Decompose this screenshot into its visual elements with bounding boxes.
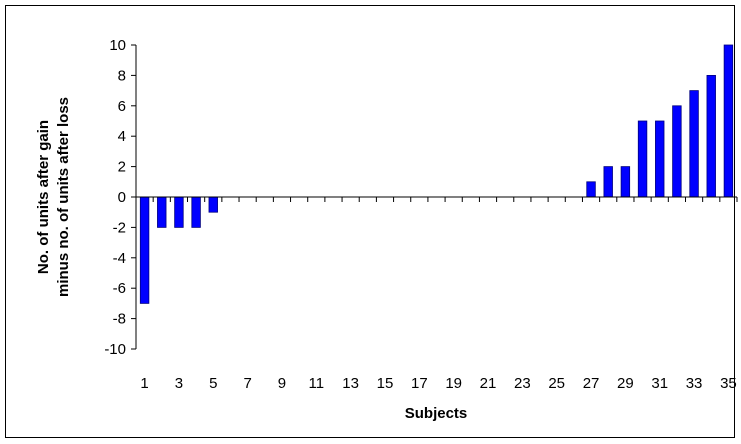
x-tick-label: 31 xyxy=(651,375,668,392)
x-tick-label: 17 xyxy=(411,375,428,392)
x-tick-label: 7 xyxy=(243,375,251,392)
x-tick-label: 5 xyxy=(209,375,217,392)
y-tick-label: 4 xyxy=(118,128,126,145)
y-tick-label: -4 xyxy=(113,250,126,267)
x-tick-label: 13 xyxy=(342,375,359,392)
x-tick-label: 11 xyxy=(309,375,325,392)
y-tick-label: -10 xyxy=(104,341,126,358)
bar-subject-34 xyxy=(706,75,716,198)
bar-subject-29 xyxy=(620,166,631,198)
y-tick-label: 6 xyxy=(118,98,126,115)
x-tick-label: 27 xyxy=(583,375,600,392)
x-tick-label: 33 xyxy=(686,375,703,392)
bar-subject-3 xyxy=(174,196,184,228)
chart-frame xyxy=(5,5,735,438)
x-axis-title: Subjects xyxy=(405,405,468,422)
bar-subject-1 xyxy=(139,196,150,304)
x-tick-label: 21 xyxy=(480,375,497,392)
x-tick-label: 15 xyxy=(377,375,394,392)
y-axis-ticks xyxy=(131,44,136,350)
y-axis-title-line-2: minus no. of units after loss xyxy=(55,97,72,297)
bars xyxy=(139,44,734,304)
bar-subject-27 xyxy=(586,181,596,198)
bar-subject-30 xyxy=(637,120,648,198)
bar-subject-28 xyxy=(603,166,613,198)
y-tick-label: 8 xyxy=(118,67,126,84)
x-tick-label: 29 xyxy=(617,375,634,392)
y-axis-title-line-1: No. of units after gain xyxy=(35,120,52,274)
bar-subject-35 xyxy=(723,44,734,198)
y-tick-label: 0 xyxy=(118,189,126,206)
bar-subject-31 xyxy=(655,120,665,198)
y-tick-label: -6 xyxy=(113,280,126,297)
y-tick-label: 10 xyxy=(109,37,126,54)
x-tick-label: 25 xyxy=(548,375,565,392)
bar-subject-33 xyxy=(689,90,699,198)
x-tick-label: 23 xyxy=(514,375,531,392)
x-tick-label: 1 xyxy=(140,375,148,392)
x-axis-ticks xyxy=(135,197,738,202)
y-tick-label: -2 xyxy=(113,219,126,236)
x-tick-label: 9 xyxy=(278,375,286,392)
x-tick-label: 3 xyxy=(175,375,183,392)
x-tick-label: 19 xyxy=(445,375,462,392)
x-tick-label: 35 xyxy=(720,375,737,392)
bar-subject-2 xyxy=(157,196,167,228)
bar-subject-32 xyxy=(672,105,682,198)
axes xyxy=(135,45,737,349)
bar-subject-5 xyxy=(208,196,218,213)
y-tick-label: -8 xyxy=(113,311,126,328)
bar-subject-4 xyxy=(191,196,201,228)
y-tick-label: 2 xyxy=(118,159,126,176)
